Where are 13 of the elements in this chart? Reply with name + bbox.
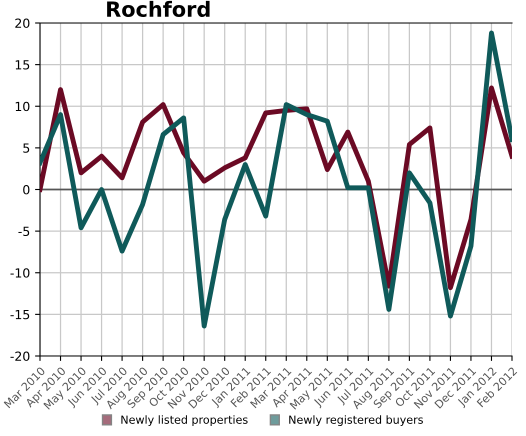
line-series <box>40 30 512 328</box>
y-tick-label: 10 <box>16 102 30 112</box>
chart-title: Rochford <box>107 0 210 17</box>
legend-label: Newly registered buyers <box>289 415 423 426</box>
y-tick-label: -10 <box>10 268 30 278</box>
legend-label: Newly listed properties <box>121 415 248 426</box>
y-tick-label: -5 <box>18 226 30 236</box>
y-tick-label: -20 <box>10 351 30 361</box>
y-tick-label: 5 <box>23 144 30 153</box>
y-tick-label: 20 <box>15 18 30 28</box>
y-tick-label: 15 <box>16 60 30 70</box>
y-tick-label: -15 <box>10 310 30 320</box>
y-tick-label: 0 <box>23 184 30 194</box>
